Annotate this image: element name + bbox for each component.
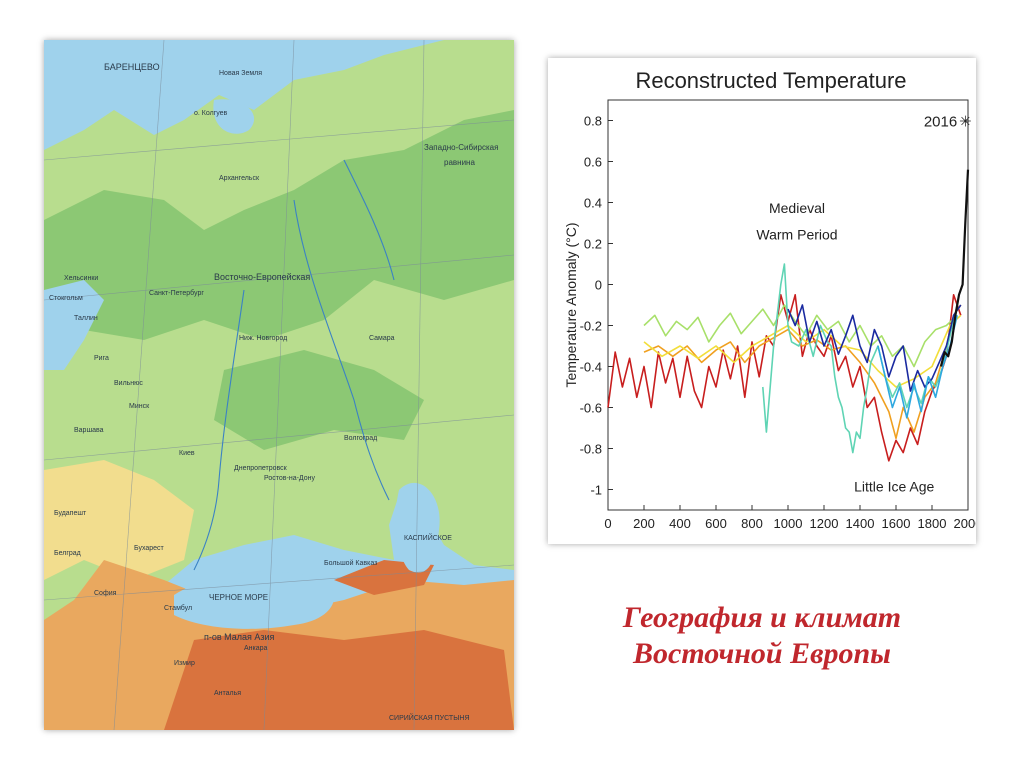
y-tick-label: -0.8 — [580, 442, 602, 457]
map-label-warsaw: Варшава — [74, 427, 104, 434]
map-label-syrian: СИРИЙСКАЯ ПУСТЫНЯ — [389, 713, 470, 722]
map-label-antalya: Анталья — [214, 690, 241, 697]
plot-area — [607, 99, 969, 511]
slide-caption: География и климат Восточной Европы — [548, 600, 976, 672]
physical-map: БАРЕНЦЕВО Новая Земля о. Колгуев Архангельс… — [44, 40, 514, 730]
x-tick-label: 1200 — [810, 516, 839, 531]
map-label-belgrade: Белград — [54, 550, 81, 557]
y-tick-label: -0.4 — [580, 360, 602, 375]
map-label-budapest: Будапешт — [54, 510, 87, 517]
annotation-little-ice-age: Little Ice Age — [854, 479, 934, 495]
map-label-n-novgorod: Ниж. Новгород — [239, 335, 287, 342]
map-label-riga: Рига — [94, 355, 109, 362]
map-lowland-green-south — [214, 350, 424, 450]
map-label-east-european: Восточно-Европейская — [214, 272, 310, 282]
chart-title: Reconstructed Temperature — [635, 68, 906, 93]
map-rivers — [193, 159, 395, 571]
black-sea — [174, 571, 334, 629]
series-line-8 — [939, 169, 970, 367]
map-label-ankara: Анкара — [244, 645, 268, 652]
x-tick-label: 2000 — [954, 516, 976, 531]
y-tick-label: 0.4 — [584, 196, 602, 211]
map-label-rostov: Ростов-на-Дону — [264, 475, 315, 482]
x-tick-label: 600 — [705, 516, 727, 531]
map-label-kavkaz: Большой Кавказ — [324, 559, 377, 567]
annotation-medieval: Medieval — [769, 200, 825, 216]
y-tick-label: -0.2 — [580, 319, 602, 334]
annotation-warm-period: Warm Period — [756, 226, 837, 242]
map-label-vilnius: Вильнюс — [114, 380, 143, 387]
series-line-1 — [607, 294, 962, 462]
series-line-7 — [877, 315, 958, 419]
map-label-kolguev: о. Колгуев — [194, 110, 228, 117]
x-tick-label: 400 — [669, 516, 691, 531]
series-line-5 — [762, 263, 958, 454]
x-tick-label: 1400 — [846, 516, 875, 531]
baltic-sea — [44, 280, 104, 370]
caspian-sea — [395, 482, 440, 573]
x-tick-label: 800 — [741, 516, 763, 531]
white-sea — [213, 99, 255, 134]
map-label-caspian: КАСПИЙСКОЕ — [404, 533, 452, 542]
map-graticule — [44, 40, 514, 730]
map-label-helsinki: Хельсинки — [64, 275, 98, 282]
y-tick-label: -0.6 — [580, 401, 602, 416]
y-tick-label: 0.2 — [584, 237, 602, 252]
y-tick-label: 0 — [595, 278, 602, 293]
map-label-barents: БАРЕНЦЕВО — [104, 62, 160, 72]
x-tick-label: 1000 — [774, 516, 803, 531]
x-tick-label: 1600 — [882, 516, 911, 531]
map-label-west-siberian: Западно-Сибирская — [424, 143, 498, 152]
y-axis-label: Temperature Anomaly (°C) — [563, 222, 579, 387]
annotation-2016: 2016 — [924, 114, 957, 131]
map-high-anatolia — [164, 630, 514, 730]
map-upland-balkans — [44, 460, 194, 580]
map-label-st-petersburg: Санкт-Петербург — [149, 289, 204, 297]
temperature-chart: Reconstructed Temperature Temperature An… — [548, 58, 976, 544]
y-tick-label: 0.8 — [584, 114, 602, 129]
series-line-6 — [787, 304, 962, 392]
map-label-tallinn: Таллин — [74, 315, 98, 322]
y-tick-label: 0.6 — [584, 155, 602, 170]
series-line-4 — [643, 304, 958, 368]
star-2016-icon: ✳ — [959, 113, 972, 131]
map-label-istanbul: Стамбул — [164, 604, 192, 612]
chart-svg: Reconstructed Temperature Temperature An… — [563, 68, 976, 531]
x-tick-label: 0 — [604, 516, 611, 531]
map-label-minsk: Минск — [129, 403, 150, 410]
map-label-volgograd: Волгоград — [344, 435, 377, 442]
map-label-black-sea: ЧЕРНОЕ МОРЕ — [209, 593, 268, 602]
map-lowland-green — [44, 110, 514, 340]
x-tick-label: 1800 — [918, 516, 947, 531]
map-label-novaya-zemlya: Новая Земля — [219, 70, 262, 77]
map-label-asia-minor: п-ов Малая Азия — [204, 632, 275, 642]
map-label-sofia: София — [94, 590, 117, 597]
map-label-stockholm: Стокгольм — [49, 295, 83, 302]
map-image: БАРЕНЦЕВО Новая Земля о. Колгуев Архангельс… — [44, 40, 514, 730]
map-label-samara: Самара — [369, 335, 395, 342]
map-label-izmir: Измир — [174, 660, 195, 667]
caption-line-2: Восточной Европы — [633, 637, 891, 670]
map-label-dnepropetrovsk: Днепропетровск — [234, 465, 288, 472]
x-tick-label: 200 — [633, 516, 655, 531]
map-label-arkhangelsk: Архангельск — [219, 175, 260, 182]
map-label-bucharest: Бухарест — [134, 545, 165, 552]
caption-line-1: География и климат — [622, 601, 902, 634]
map-label-plain: равнина — [444, 158, 475, 167]
map-label-kiev: Киев — [179, 450, 195, 457]
y-tick-label: -1 — [590, 483, 602, 498]
